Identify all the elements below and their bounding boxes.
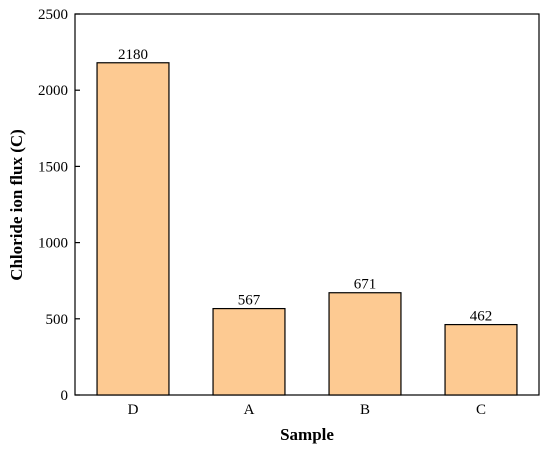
data-label-B: 671: [354, 277, 377, 293]
data-label-A: 567: [238, 293, 261, 309]
y-axis-title: Chloride ion flux (C): [7, 129, 26, 281]
bar-B: [328, 292, 402, 396]
y-tick-label: 0: [61, 388, 69, 404]
data-label-C: 462: [470, 309, 493, 325]
bar-A: [212, 307, 286, 396]
y-tick-label: 2500: [38, 7, 68, 23]
data-label-D: 2180: [118, 47, 148, 63]
data-labels: 2180 567 671 462: [118, 47, 492, 325]
x-tick-label-B: B: [360, 402, 370, 418]
y-tick-label: 1000: [38, 236, 68, 252]
y-tick-label: 2000: [38, 83, 68, 99]
bar-C: [444, 323, 518, 396]
y-tick-label: 1500: [38, 159, 68, 175]
bars: [96, 62, 518, 396]
x-tick-label-C: C: [476, 402, 486, 418]
bar-D: [96, 62, 170, 396]
x-tick-label-D: D: [128, 402, 139, 418]
plot-frame: [74, 13, 540, 396]
y-axis: 0 500 1000 1500 2000 2500: [38, 7, 80, 404]
y-tick-label: 500: [46, 312, 69, 328]
x-axis-title: Sample: [280, 425, 334, 444]
x-tick-label-A: A: [244, 402, 255, 418]
